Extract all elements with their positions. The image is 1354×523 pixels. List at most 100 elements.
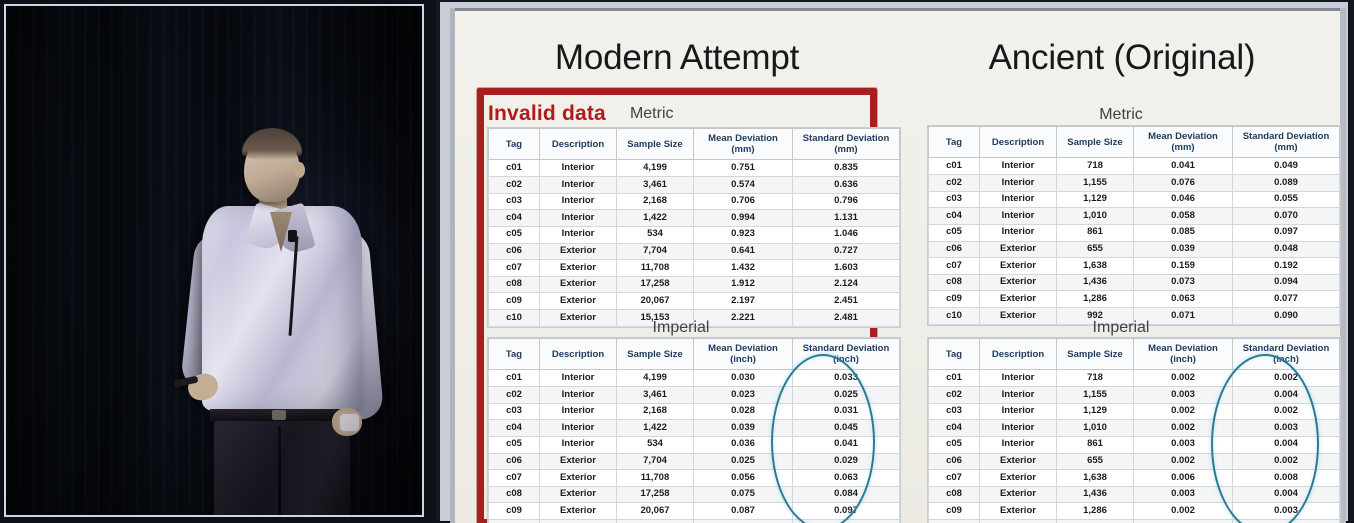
table-cell: 0.087 xyxy=(693,502,793,521)
presenter-ear xyxy=(294,162,305,178)
table-cell: c10 xyxy=(928,519,980,523)
table-cell: Exterior xyxy=(539,469,617,487)
table-row: c02 Interior 1,155 0.076 0.089 xyxy=(928,174,1340,192)
table-cell: c03 xyxy=(928,402,980,421)
table-cell: 1.131 xyxy=(792,209,900,227)
table-cell: 2,168 xyxy=(616,402,694,421)
table-cell: c08 xyxy=(928,273,980,292)
table-cell: 0.025 xyxy=(792,386,900,404)
table-cell: 0.003 xyxy=(1232,419,1340,437)
table-cell: 861 xyxy=(1056,223,1134,242)
table-cell: c06 xyxy=(488,452,540,471)
table-cell: 2,168 xyxy=(616,192,694,211)
table-row: c05 Interior 534 0.923 1.046 xyxy=(488,225,900,244)
col-description: Description xyxy=(539,127,617,161)
table-cell: c06 xyxy=(488,242,540,261)
screen-right-edge xyxy=(1340,8,1346,523)
table-cell: 0.003 xyxy=(1133,386,1233,404)
presenter-leg-seam xyxy=(278,426,281,515)
ancient-metric-table: Tag Description Sample Size Mean Deviati… xyxy=(928,125,1340,325)
table-cell: Exterior xyxy=(979,257,1057,275)
table-cell: c08 xyxy=(488,485,540,504)
invalid-data-header-row: Invalid data Metric xyxy=(488,100,868,128)
table-cell: 0.085 xyxy=(1133,223,1233,242)
table-cell: 0.006 xyxy=(1133,469,1233,487)
table-row: c09 Exterior 20,067 0.087 0.097 xyxy=(488,502,900,521)
table-cell: 20,067 xyxy=(616,502,694,521)
table-row: c03 Interior 2,168 0.706 0.796 xyxy=(488,192,900,211)
table-row: c09 Exterior 1,286 0.002 0.003 xyxy=(928,502,1340,521)
ancient-original-column: Ancient (Original) Metric Tag Descriptio… xyxy=(906,8,1340,523)
table-row: c07 Exterior 1,638 0.006 0.008 xyxy=(928,469,1340,487)
table-cell: c01 xyxy=(488,369,540,388)
table-cell: 1,129 xyxy=(1056,402,1134,421)
table-row: c06 Exterior 7,704 0.641 0.727 xyxy=(488,242,900,261)
table-cell: 0.002 xyxy=(1133,419,1233,437)
table-cell: 0.002 xyxy=(1232,369,1340,388)
table-cell: 0.994 xyxy=(693,209,793,227)
table-cell: c05 xyxy=(488,435,540,454)
table-cell: c01 xyxy=(928,369,980,388)
table-cell: 0.087 xyxy=(693,519,793,523)
table-row: c01 Interior 718 0.002 0.002 xyxy=(928,369,1340,388)
speaker-video-panel[interactable] xyxy=(0,0,428,521)
ancient-imperial-rows: c01 Interior 718 0.002 0.002 c02 Interior 1,155… xyxy=(928,369,1340,523)
table-cell: 15,153 xyxy=(616,309,694,327)
table-cell: Interior xyxy=(539,435,617,454)
table-cell: c08 xyxy=(488,275,540,294)
table-cell: 1,638 xyxy=(1056,257,1134,275)
invalid-data-annotation: Invalid data xyxy=(488,102,606,125)
table-cell: 1.912 xyxy=(693,275,793,294)
table-cell: 0.002 xyxy=(1133,369,1233,388)
table-row: c02 Interior 3,461 0.023 0.025 xyxy=(488,386,900,404)
table-cell: 1.603 xyxy=(792,259,900,277)
slide-video-panel[interactable]: Modern Attempt Invalid data Metric Tag xyxy=(436,0,1354,523)
table-cell: Exterior xyxy=(979,452,1057,471)
presentation-slide: Modern Attempt Invalid data Metric Tag xyxy=(450,8,1346,523)
table-cell: 0.029 xyxy=(792,452,900,471)
ancient-imperial-table-wrap: Tag Description Sample Size Mean Deviati… xyxy=(928,337,1340,523)
table-cell: Interior xyxy=(979,419,1057,437)
table-cell: Exterior xyxy=(979,485,1057,504)
table-cell: 0.077 xyxy=(1232,290,1340,309)
table-row: c07 Exterior 11,708 0.056 0.063 xyxy=(488,469,900,487)
presenter-figure xyxy=(173,126,404,515)
table-row: c07 Exterior 11,708 1.432 1.603 xyxy=(488,259,900,277)
table-cell: 0.036 xyxy=(693,435,793,454)
table-cell: Interior xyxy=(979,369,1057,388)
table-cell: c05 xyxy=(928,223,980,242)
table-cell: 0.028 xyxy=(693,402,793,421)
table-cell: 1,129 xyxy=(1056,190,1134,209)
table-cell: Interior xyxy=(979,207,1057,225)
table-cell: 0.090 xyxy=(1232,307,1340,325)
table-cell: 861 xyxy=(1056,435,1134,454)
table-cell: Exterior xyxy=(539,309,617,327)
table-cell: Interior xyxy=(539,159,617,178)
col-tag: Tag xyxy=(928,337,980,371)
table-cell: 1,422 xyxy=(616,419,694,437)
table-cell: 0.002 xyxy=(1232,402,1340,421)
table-cell: 0.002 xyxy=(1133,502,1233,521)
table-cell: c07 xyxy=(928,257,980,275)
presenter-belt-buckle xyxy=(272,410,286,420)
table-row: c06 Exterior 7,704 0.025 0.029 xyxy=(488,452,900,471)
table-row: c01 Interior 4,199 0.030 0.033 xyxy=(488,369,900,388)
ancient-imperial-table: Tag Description Sample Size Mean Deviati… xyxy=(928,337,1340,523)
table-cell: Interior xyxy=(539,209,617,227)
col-sample-size: Sample Size xyxy=(616,127,694,161)
table-cell: 0.008 xyxy=(1232,469,1340,487)
table-cell: 0.004 xyxy=(1232,435,1340,454)
table-cell: 0.041 xyxy=(792,435,900,454)
presenter-hair xyxy=(242,128,302,160)
table-row: c10 Exterior 992 0.071 0.090 xyxy=(928,307,1340,325)
table-cell: c09 xyxy=(928,290,980,309)
table-cell: c04 xyxy=(928,419,980,437)
table-row: c04 Interior 1,010 0.002 0.003 xyxy=(928,419,1340,437)
ancient-metric-rows: c01 Interior 718 0.041 0.049 c02 Interior 1,155… xyxy=(928,157,1340,325)
table-cell: c06 xyxy=(928,452,980,471)
table-cell: Exterior xyxy=(979,290,1057,309)
table-cell: c10 xyxy=(488,309,540,327)
table-cell: 0.041 xyxy=(1133,157,1233,176)
table-cell: 0.727 xyxy=(792,242,900,261)
